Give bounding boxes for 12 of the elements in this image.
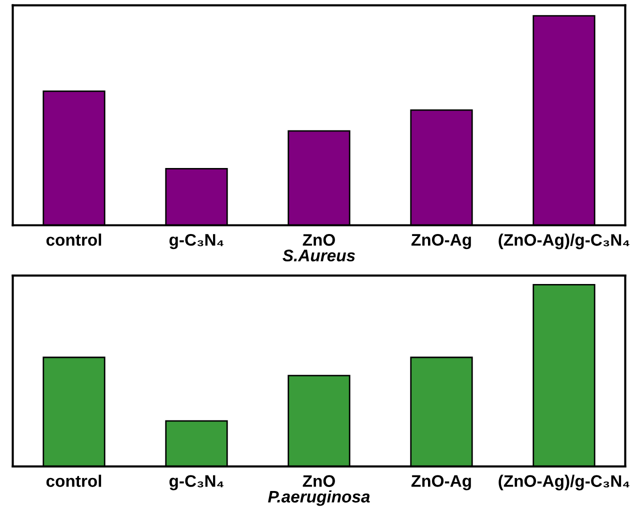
x-tick-label: (ZnO-Ag)/g-C₃N₄: [498, 474, 630, 490]
x-tick-label: ZnO-Ag: [411, 234, 471, 250]
x-tick-label: g-C₃N₄: [169, 475, 224, 490]
x-axis-title: S.Aureus: [282, 250, 356, 262]
x-tick-label: control: [46, 234, 102, 246]
x-tick-label: ZnO: [302, 475, 335, 487]
x-tick-label: control: [46, 474, 102, 487]
x-tick-label: ZnO: [302, 234, 335, 246]
x-tick-label: ZnO-Ag: [411, 475, 471, 490]
x-axis-title: P.aeruginosa: [268, 490, 370, 506]
x-tick-label: (ZnO-Ag)/g-C₃N₄: [498, 234, 630, 250]
x-tick-label: g-C₃N₄: [169, 234, 224, 250]
